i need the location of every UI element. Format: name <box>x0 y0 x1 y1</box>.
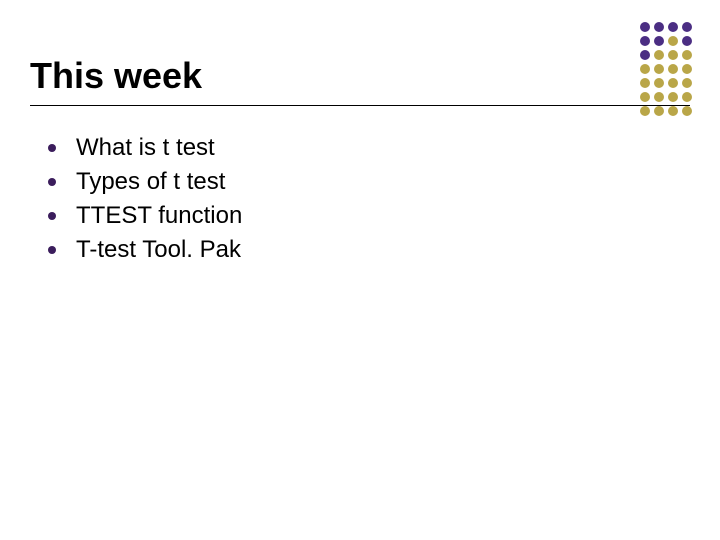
decoration-dot <box>640 64 650 74</box>
bullet-icon <box>48 212 56 220</box>
decoration-dot <box>668 22 678 32</box>
decoration-dot <box>640 22 650 32</box>
list-item: TTEST function <box>48 202 690 230</box>
bullet-text: Types of t test <box>76 168 225 196</box>
decoration-dot <box>640 78 650 88</box>
decoration-dot <box>682 106 692 116</box>
bullet-icon <box>48 144 56 152</box>
decoration-dot <box>668 106 678 116</box>
decoration-dot <box>682 50 692 60</box>
decoration-dot <box>654 106 664 116</box>
list-item: Types of t test <box>48 168 690 196</box>
bullet-icon <box>48 178 56 186</box>
decoration-dot <box>654 64 664 74</box>
slide-title: This week <box>30 55 690 106</box>
decoration-dot <box>640 50 650 60</box>
decoration-dot <box>682 78 692 88</box>
dot-grid <box>640 22 696 116</box>
decoration-dot <box>668 64 678 74</box>
decoration-dot <box>682 64 692 74</box>
bullet-list: What is t test Types of t test TTEST fun… <box>30 134 690 264</box>
decoration-dot <box>654 36 664 46</box>
decoration-dot <box>682 36 692 46</box>
decoration-dot <box>682 92 692 102</box>
bullet-text: What is t test <box>76 134 215 162</box>
bullet-icon <box>48 246 56 254</box>
bullet-text: T-test Tool. Pak <box>76 236 241 264</box>
decoration-dot <box>668 36 678 46</box>
decoration-dot <box>640 106 650 116</box>
decoration-dot <box>654 50 664 60</box>
decoration-dot <box>682 22 692 32</box>
decoration-dot <box>668 50 678 60</box>
slide-container: This week What is t test Types of t test… <box>0 0 720 540</box>
decoration-dot <box>668 78 678 88</box>
decoration-dot <box>640 92 650 102</box>
decoration-dot <box>654 22 664 32</box>
decoration-dot <box>668 92 678 102</box>
corner-decoration <box>640 22 696 116</box>
decoration-dot <box>654 92 664 102</box>
list-item: What is t test <box>48 134 690 162</box>
bullet-text: TTEST function <box>76 202 242 230</box>
decoration-dot <box>654 78 664 88</box>
decoration-dot <box>640 36 650 46</box>
list-item: T-test Tool. Pak <box>48 236 690 264</box>
